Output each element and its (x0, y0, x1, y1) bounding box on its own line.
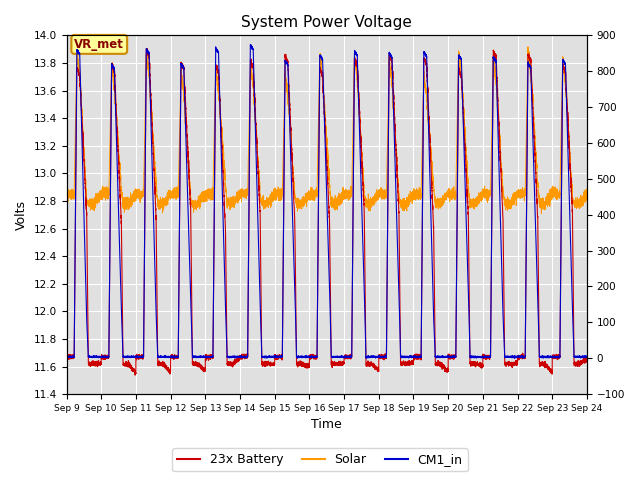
Y-axis label: Volts: Volts (15, 200, 28, 230)
Title: System Power Voltage: System Power Voltage (241, 15, 412, 30)
Legend: 23x Battery, Solar, CM1_in: 23x Battery, Solar, CM1_in (172, 448, 468, 471)
X-axis label: Time: Time (311, 419, 342, 432)
Text: VR_met: VR_met (74, 38, 124, 51)
